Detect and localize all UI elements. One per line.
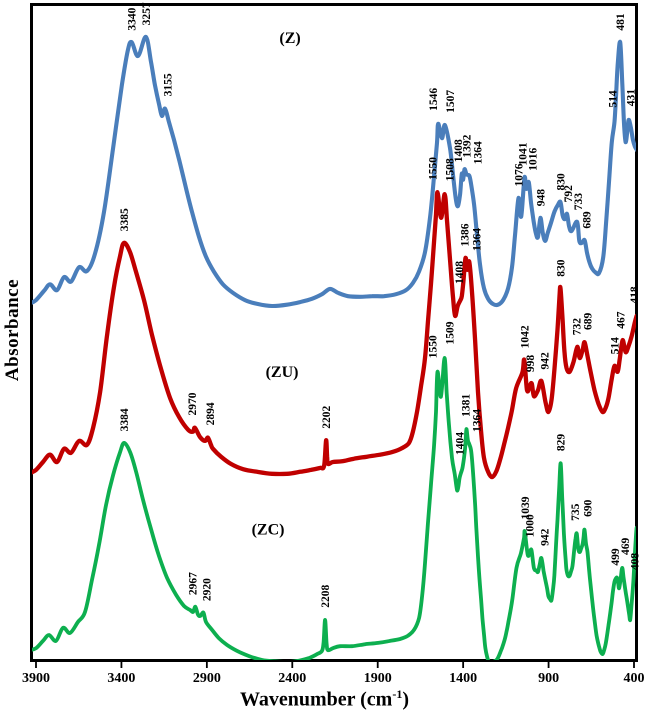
peak-label-ZU-1364: 1364	[471, 228, 483, 251]
peak-label-ZU-2894: 2894	[205, 402, 217, 425]
peak-label-Z-1364: 1364	[472, 141, 484, 164]
peak-label-ZU-1386: 1386	[460, 223, 472, 246]
peak-label-Z-1392: 1392	[462, 134, 474, 157]
peak-label-Z-1041: 1041	[517, 142, 529, 165]
x-tick-label: 2900	[193, 671, 221, 686]
peak-label-ZC-690: 690	[582, 499, 594, 517]
x-axis-title: Wavenumber (cm-1)	[0, 687, 649, 712]
peak-label-ZU-514: 514	[610, 337, 622, 355]
peak-label-ZC-1381: 1381	[460, 394, 472, 417]
peak-label-Z-3340: 3340	[127, 7, 139, 30]
peak-label-ZC-942: 942	[539, 528, 551, 546]
peak-label-Z-3257: 3257	[141, 2, 153, 25]
peak-label-ZU-689: 689	[583, 313, 595, 331]
peak-label-ZU-1508: 1508	[445, 158, 457, 181]
peak-label-Z-514: 514	[608, 90, 620, 108]
spectrum-curve-Z	[32, 34, 636, 309]
peak-label-ZC-408: 408	[630, 553, 642, 571]
peak-label-ZC-2967: 2967	[187, 572, 199, 595]
x-tick-label: 400	[624, 671, 645, 686]
peak-label-Z-689: 689	[582, 211, 594, 229]
peak-label-ZU-998: 998	[525, 355, 537, 373]
peak-label-Z-948: 948	[535, 189, 547, 207]
x-axis-title-main: Wavenumber (cm	[239, 688, 393, 711]
peak-label-ZC-1039: 1039	[520, 496, 532, 519]
plot-frame	[30, 3, 638, 662]
peak-label-Z-1546: 1546	[428, 88, 440, 111]
peak-label-Z-481: 481	[615, 13, 627, 31]
peak-label-Z-1076: 1076	[514, 163, 526, 186]
peak-label-Z-830: 830	[556, 173, 568, 191]
peak-label-ZC-2920: 2920	[201, 578, 213, 601]
x-tick-label: 2400	[278, 671, 306, 686]
peak-label-ZC-3384: 3384	[119, 408, 131, 431]
series-tag-ZC: (ZC)	[252, 522, 285, 539]
peak-label-ZC-1404: 1404	[454, 432, 466, 455]
peak-label-ZU-830: 830	[556, 259, 568, 277]
peak-label-ZU-1550: 1550	[428, 157, 440, 180]
spectrum-curve-ZU	[32, 190, 636, 480]
peak-label-Z-1016: 1016	[528, 148, 540, 171]
peak-label-Z-1408: 1408	[453, 139, 465, 162]
peak-label-ZU-418: 418	[629, 286, 641, 304]
peak-label-ZU-942: 942	[539, 352, 551, 370]
peak-label-Z-1507: 1507	[445, 90, 457, 113]
peak-label-ZC-829: 829	[556, 434, 568, 452]
x-tick-label: 3900	[22, 671, 50, 686]
x-axis-title-close: )	[402, 688, 410, 711]
peak-label-ZC-1000: 1000	[524, 514, 536, 537]
peak-label-ZC-469: 469	[620, 538, 632, 556]
peak-label-Z-792: 792	[563, 185, 575, 203]
peak-label-Z-431: 431	[626, 89, 638, 107]
series-tag-ZU: (ZU)	[266, 364, 299, 381]
peak-label-Z-733: 733	[573, 193, 585, 211]
peak-label-ZU-1042: 1042	[519, 325, 531, 348]
peak-label-ZU-2202: 2202	[321, 405, 333, 428]
series-tag-Z: (Z)	[279, 30, 300, 47]
spectrum-curve-ZC	[32, 356, 636, 660]
peak-label-ZU-3385: 3385	[119, 208, 131, 231]
x-tick-label: 1400	[449, 671, 477, 686]
peak-label-ZC-1509: 1509	[445, 321, 457, 344]
peak-label-Z-3155: 3155	[162, 73, 174, 96]
peak-label-ZU-2970: 2970	[187, 392, 199, 415]
peak-label-ZC-1550: 1550	[428, 335, 440, 358]
peak-label-ZU-732: 732	[571, 318, 583, 336]
peak-label-ZC-735: 735	[570, 503, 582, 521]
peak-label-ZU-467: 467	[616, 311, 628, 329]
peak-label-ZU-1408: 1408	[454, 261, 466, 284]
peak-label-ZC-499: 499	[610, 548, 622, 566]
peak-label-ZC-1364: 1364	[471, 409, 483, 432]
x-tick-label: 1900	[364, 671, 392, 686]
x-tick-label: 900	[538, 671, 559, 686]
x-tick-label: 3400	[107, 671, 135, 686]
x-axis-title-superscript: -1	[392, 687, 403, 701]
y-axis-title: Absorbance	[2, 278, 23, 382]
peak-label-ZC-2208: 2208	[320, 584, 332, 607]
